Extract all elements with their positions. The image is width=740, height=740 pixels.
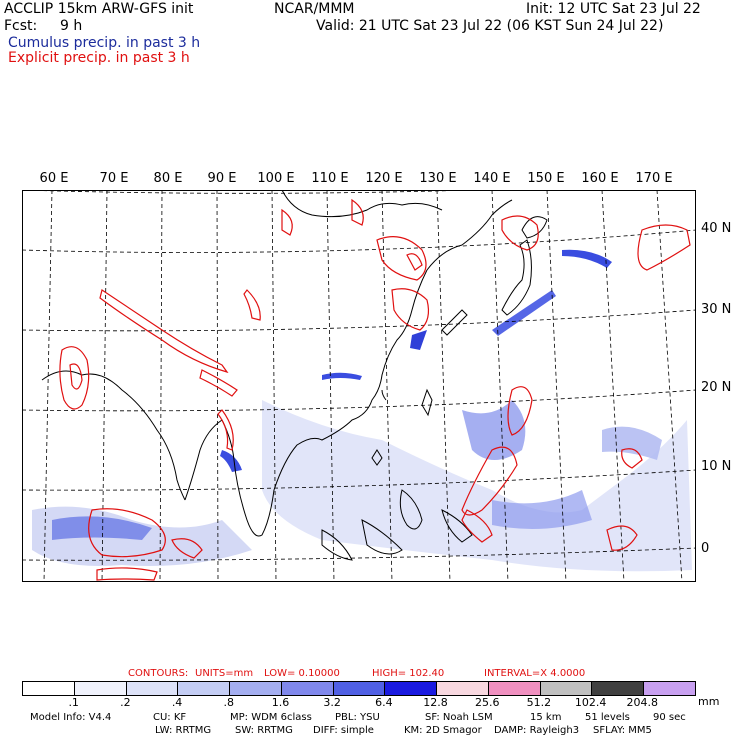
lon-label: 130 E <box>419 171 457 186</box>
colorbar-tick-label: .2 <box>120 696 131 709</box>
damp-scheme: DAMP: Rayleigh3 <box>494 725 580 736</box>
colorbar-swatch <box>540 682 593 695</box>
colorbar-swatch <box>74 682 127 695</box>
colorbar-swatch <box>644 682 695 695</box>
colorbar-tick-label: 102.4 <box>574 696 607 709</box>
contours-label: CONTOURS: <box>128 668 189 679</box>
colorbar-tick-label: 6.4 <box>375 696 393 709</box>
colorbar <box>22 681 696 696</box>
colorbar-swatch <box>126 682 179 695</box>
lat-label: 30 N <box>701 302 732 317</box>
colorbar-tick-label: 3.2 <box>323 696 341 709</box>
model-info: Model Info: V4.4 <box>30 712 112 723</box>
fcst-label: Fcst: <box>4 18 38 34</box>
km-scheme: KM: 2D Smagor <box>404 725 482 736</box>
lon-label: 170 E <box>635 171 673 186</box>
lon-label: 140 E <box>473 171 511 186</box>
colorbar-tick-label: 204.8 <box>626 696 659 709</box>
model-title: ACCLIP 15km ARW-GFS init <box>4 1 194 17</box>
contours-units: UNITS=mm <box>195 668 254 679</box>
sf-scheme: SF: Noah LSM <box>425 712 493 723</box>
colorbar-swatch <box>385 682 438 695</box>
sflay-scheme: SFLAY: MM5 <box>593 725 652 736</box>
lon-label: 120 E <box>365 171 403 186</box>
lat-label: 40 N <box>701 221 732 236</box>
explicit-legend: Explicit precip. in past 3 h <box>8 50 190 66</box>
mp-scheme: MP: WDM 6class <box>230 712 312 723</box>
lon-label: 60 E <box>39 171 69 186</box>
colorbar-swatch <box>178 682 231 695</box>
colorbar-swatch <box>333 682 386 695</box>
colorbar-swatch <box>281 682 334 695</box>
lon-label: 90 E <box>207 171 237 186</box>
levels: 51 levels <box>585 712 630 723</box>
cumulus-legend: Cumulus precip. in past 3 h <box>8 35 201 51</box>
sw-scheme: SW: RRTMG <box>235 725 293 736</box>
colorbar-tick-label: 25.6 <box>474 696 500 709</box>
colorbar-tick-label: 51.2 <box>526 696 552 709</box>
colorbar-units: mm <box>698 695 720 708</box>
org-label: NCAR/MMM <box>274 1 355 17</box>
resolution: 15 km <box>530 712 562 723</box>
colorbar-tick-label: 1.6 <box>271 696 290 709</box>
diff-scheme: DIFF: simple <box>313 725 374 736</box>
fcst-value: 9 h <box>60 18 83 34</box>
grid-lines <box>22 190 696 582</box>
explicit-precip-contours <box>59 198 691 581</box>
colorbar-swatch <box>437 682 489 695</box>
colorbar-tick-label: .4 <box>171 696 183 709</box>
colorbar-swatch <box>23 682 75 695</box>
contours-interval: INTERVAL=X 4.0000 <box>484 668 586 679</box>
lw-scheme: LW: RRTMG <box>155 725 212 736</box>
colorbar-swatch <box>488 682 541 695</box>
timestep: 90 sec <box>653 712 686 723</box>
pbl-scheme: PBL: YSU <box>335 712 380 723</box>
init-time: Init: 12 UTC Sat 23 Jul 22 <box>526 1 701 17</box>
lat-label: 0 <box>701 541 710 556</box>
contours-high: HIGH= 102.40 <box>372 668 445 679</box>
lat-label: 10 N <box>701 459 732 474</box>
colorbar-swatch <box>592 682 645 695</box>
colorbar-tick-label: .8 <box>223 696 235 709</box>
lon-label: 80 E <box>153 171 183 186</box>
colorbar-swatch <box>230 682 282 695</box>
lat-label: 20 N <box>701 380 732 395</box>
lon-label: 150 E <box>527 171 565 186</box>
contour-info: CONTOURS: UNITS=mm LOW= 0.10000 HIGH= 10… <box>0 668 740 682</box>
coastlines <box>41 190 548 561</box>
colorbar-tick-label: .1 <box>68 696 79 709</box>
lon-label: 160 E <box>581 171 619 186</box>
lon-label: 110 E <box>311 171 349 186</box>
cu-scheme: CU: KF <box>153 712 187 723</box>
colorbar-tick-label: 12.8 <box>423 696 448 709</box>
cumulus-precip-layer <box>32 249 692 572</box>
valid-time: Valid: 21 UTC Sat 23 Jul 22 (06 KST Sun … <box>316 18 664 34</box>
precip-map <box>22 190 696 582</box>
lon-label: 100 E <box>257 171 295 186</box>
lon-label: 70 E <box>99 171 129 186</box>
contours-low: LOW= 0.10000 <box>264 668 340 679</box>
